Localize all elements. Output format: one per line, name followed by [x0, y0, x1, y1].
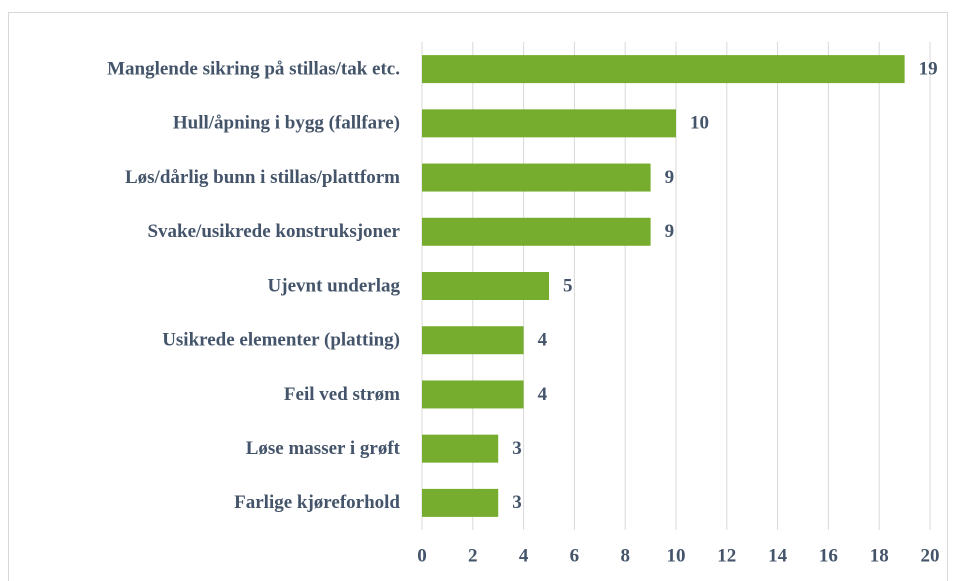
x-tick-label: 0: [417, 545, 427, 566]
y-tick-label: Hull/åpning i bygg (fallfare): [173, 113, 400, 134]
x-tick-label: 6: [570, 545, 580, 566]
data-label: 4: [538, 384, 548, 405]
y-tick-label: Feil ved strøm: [284, 384, 400, 405]
y-tick-label: Ujevnt underlag: [268, 275, 401, 296]
bar: [422, 217, 651, 246]
x-tick-label: 20: [921, 545, 940, 566]
y-tick-label: Svake/usikrede konstruksjoner: [147, 221, 400, 242]
data-label: 3: [512, 492, 522, 513]
data-label: 5: [563, 275, 573, 296]
bar: [422, 326, 524, 355]
bar: [422, 272, 549, 300]
chart-border: [8, 12, 948, 581]
bar: [422, 380, 524, 409]
x-tick-label: 2: [468, 545, 478, 566]
data-label: 4: [538, 330, 548, 351]
y-tick-label: Usikrede elementer (platting): [162, 330, 400, 351]
bar: [422, 488, 499, 517]
x-tick-label: 8: [620, 545, 630, 566]
x-tick-label: 4: [519, 545, 529, 566]
x-tick-label: 14: [768, 545, 788, 566]
bar: [422, 109, 676, 138]
y-tick-label: Manglende sikring på stillas/tak etc.: [107, 58, 400, 79]
data-label: 9: [665, 167, 675, 188]
bar: [422, 434, 499, 463]
y-tick-label: Løse masser i grøft: [246, 438, 401, 459]
bar: [422, 55, 905, 84]
bar: [422, 163, 651, 192]
x-tick-label: 16: [819, 545, 838, 566]
x-tick-label: 18: [870, 545, 889, 566]
x-tick-label: 10: [667, 545, 686, 566]
x-tick-label: 12: [717, 545, 736, 566]
data-label: 9: [665, 221, 675, 242]
data-label: 10: [690, 113, 709, 134]
data-label: 19: [919, 58, 938, 79]
data-label: 3: [512, 438, 522, 459]
y-tick-label: Løs/dårlig bunn i stillas/plattform: [125, 167, 400, 188]
y-tick-label: Farlige kjøreforhold: [234, 492, 400, 513]
